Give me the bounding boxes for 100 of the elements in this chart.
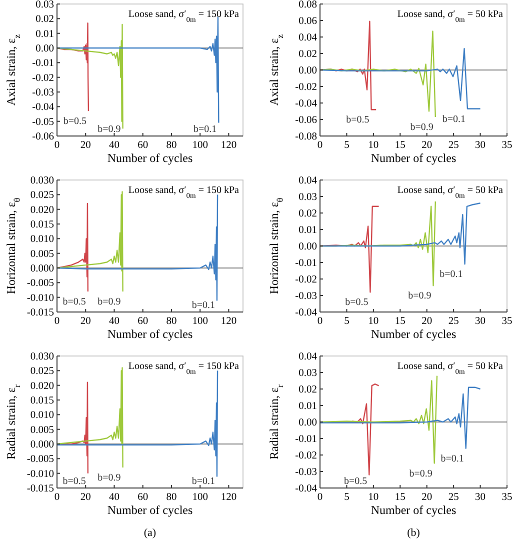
x-tick-label: 35: [502, 492, 512, 503]
y-tick-label: 0.00: [298, 242, 317, 252]
x-axis-title: Number of cycles: [107, 151, 193, 165]
x-tick-label: 10: [368, 140, 379, 151]
series-label: b=0.5: [344, 476, 368, 487]
y-tick-label: 0.015: [30, 396, 54, 406]
text: (b): [407, 527, 420, 539]
x-tick-label: 60: [138, 140, 148, 151]
annotation: Loose sand, σ′$_{0m}$ = 150 kPa: [128, 361, 240, 376]
x-axis-title: Number of cycles: [370, 327, 456, 341]
series-label: b=0.9: [410, 122, 434, 134]
y-tick-label: -0.06: [295, 115, 317, 126]
series-label: b=0.1: [440, 453, 464, 464]
series-label: b=0.5: [345, 297, 368, 308]
line-series: [56, 202, 89, 292]
y-tick-label: -0.06: [32, 132, 54, 142]
x-tick-label: 60: [138, 316, 148, 327]
y-tick-label: -0.01: [32, 58, 54, 70]
y-tick-label: -0.02: [32, 72, 54, 84]
y-tick-label: 0.010: [30, 234, 54, 246]
y-tick-label: -0.02: [295, 82, 317, 93]
y-tick-label: 0.005: [30, 248, 54, 260]
y-tick-label: 0.06: [298, 16, 317, 27]
y-tick-label: -0.03: [295, 467, 317, 478]
x-tick-label: 0: [54, 140, 60, 151]
y-tick-label: -0.015: [26, 484, 54, 494]
y-tick-label: 0.005: [30, 424, 54, 436]
y-tick-label: 0.02: [298, 49, 317, 60]
y-tick-label: 0.04: [298, 176, 318, 186]
x-tick-label: 5: [344, 492, 350, 503]
y-tick-label: 0.020: [30, 380, 54, 392]
series-label: b=0.9: [98, 472, 121, 484]
y-tick-label: -0.04: [295, 484, 318, 494]
x-tick-label: 120: [220, 140, 237, 151]
x-tick-label: 20: [80, 316, 91, 327]
y-tick-label: 0.03: [298, 192, 317, 203]
y-tick-label: 0.01: [36, 28, 54, 40]
annotation: Loose sand, σ′$_{0m}$ = 50 kPa: [397, 9, 504, 24]
y-tick-label: 0.000: [30, 440, 54, 450]
x-tick-label: 80: [166, 140, 177, 151]
x-tick-label: 20: [422, 140, 432, 151]
y-tick-label: 0.04: [298, 32, 318, 44]
x-axis-title: Number of cycles: [107, 327, 193, 341]
line-series: [56, 22, 90, 112]
y-tick-label: 0.00: [36, 44, 54, 54]
line-series: [319, 386, 481, 449]
x-axis-title: Number of cycles: [107, 503, 193, 517]
series-label: b=0.1: [194, 124, 217, 135]
series-label: b=0.5: [62, 476, 86, 487]
y-tick-label: 0.025: [30, 190, 54, 202]
y-tick-label: -0.08: [295, 132, 317, 142]
series-label: b=0.1: [440, 269, 463, 280]
y-tick-label: 0.00: [298, 418, 317, 428]
y-tick-label: -0.005: [26, 454, 54, 466]
x-tick-label: 35: [502, 140, 512, 151]
y-tick-label: -0.01: [295, 258, 317, 269]
x-tick-label: 80: [166, 316, 177, 327]
y-tick-label: 0.02: [298, 384, 317, 396]
x-tick-label: 40: [108, 492, 120, 503]
line-series: [56, 191, 124, 292]
series-label: b=0.1: [192, 476, 215, 487]
x-tick-label: 15: [394, 492, 406, 503]
y-tick-label: 0.015: [30, 220, 54, 230]
x-tick-label: 25: [448, 316, 459, 327]
x-tick-label: 0: [317, 316, 323, 327]
x-tick-label: 40: [108, 140, 120, 151]
y-tick-label: -0.02: [295, 274, 317, 286]
x-tick-label: 0: [317, 140, 323, 151]
y-tick-label: 0.04: [298, 352, 318, 362]
x-tick-label: 80: [166, 492, 177, 503]
series-label: b=0.9: [98, 296, 121, 308]
series-label: b=0.5: [346, 114, 370, 126]
series-label: b=0.9: [408, 290, 432, 302]
x-tick-label: 10: [368, 316, 379, 327]
annotation: Loose sand, σ′$_{0m}$ = 50 kPa: [397, 185, 504, 200]
y-tick-label: 0.08: [298, 0, 317, 10]
y-tick-label: -0.03: [32, 88, 54, 98]
y-tick-label: -0.010: [26, 292, 54, 304]
x-tick-label: 40: [108, 316, 120, 327]
x-tick-label: 120: [220, 492, 237, 503]
line-series: [56, 367, 124, 468]
x-tick-label: 15: [394, 316, 406, 327]
x-tick-label: 0: [317, 492, 323, 503]
x-tick-label: 30: [475, 140, 486, 151]
x-tick-label: 25: [448, 140, 459, 151]
y-tick-label: 0.010: [30, 410, 54, 422]
y-tick-label: 0.01: [298, 225, 317, 236]
x-tick-label: 20: [422, 316, 432, 327]
y-tick-label: -0.05: [32, 116, 54, 128]
series-label: b=0.5: [63, 116, 86, 128]
x-tick-label: 35: [502, 316, 512, 327]
y-tick-label: 0.030: [30, 352, 54, 362]
annotation: Loose sand, σ′$_{0m}$ = 150 kPa: [128, 185, 240, 200]
y-tick-label: 0.020: [30, 204, 54, 216]
x-tick-label: 5: [344, 316, 350, 327]
x-tick-label: 0: [54, 492, 60, 503]
x-tick-label: 15: [394, 140, 406, 151]
x-tick-label: 25: [448, 492, 459, 503]
annotation: Loose sand, σ′$_{0m}$ = 150 kPa: [128, 9, 240, 24]
y-tick-label: 0.03: [36, 0, 54, 10]
